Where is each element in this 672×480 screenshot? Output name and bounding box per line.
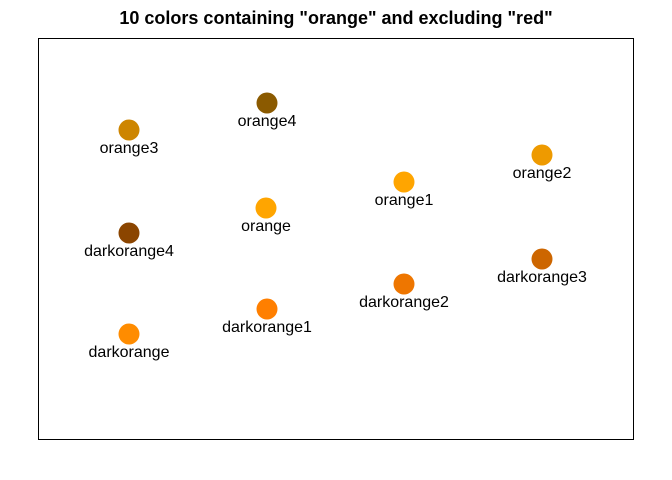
point-label-orange1: orange1 (374, 191, 434, 209)
point-label-darkorange1: darkorange1 (222, 318, 312, 336)
data-point-orange4 (256, 92, 278, 114)
data-point-orange1 (393, 171, 415, 193)
point-label-darkorange3: darkorange3 (497, 268, 587, 286)
data-point-darkorange2 (393, 273, 415, 295)
chart-title: 10 colors containing "orange" and exclud… (119, 8, 553, 28)
data-point-darkorange3 (531, 248, 553, 270)
point-label-darkorange2: darkorange2 (359, 293, 449, 311)
data-point-orange3 (118, 119, 140, 141)
point-label-darkorange4: darkorange4 (84, 242, 174, 260)
plot-box (38, 38, 634, 440)
point-label-orange3: orange3 (99, 139, 159, 157)
point-label-orange: orange (241, 217, 291, 235)
point-label-darkorange: darkorange (88, 343, 170, 361)
data-point-darkorange1 (256, 298, 278, 320)
data-point-orange (255, 197, 277, 219)
point-label-orange2: orange2 (512, 164, 572, 182)
point-label-orange4: orange4 (237, 112, 297, 130)
data-point-darkorange4 (118, 222, 140, 244)
data-point-darkorange (118, 323, 140, 345)
data-point-orange2 (531, 144, 553, 166)
